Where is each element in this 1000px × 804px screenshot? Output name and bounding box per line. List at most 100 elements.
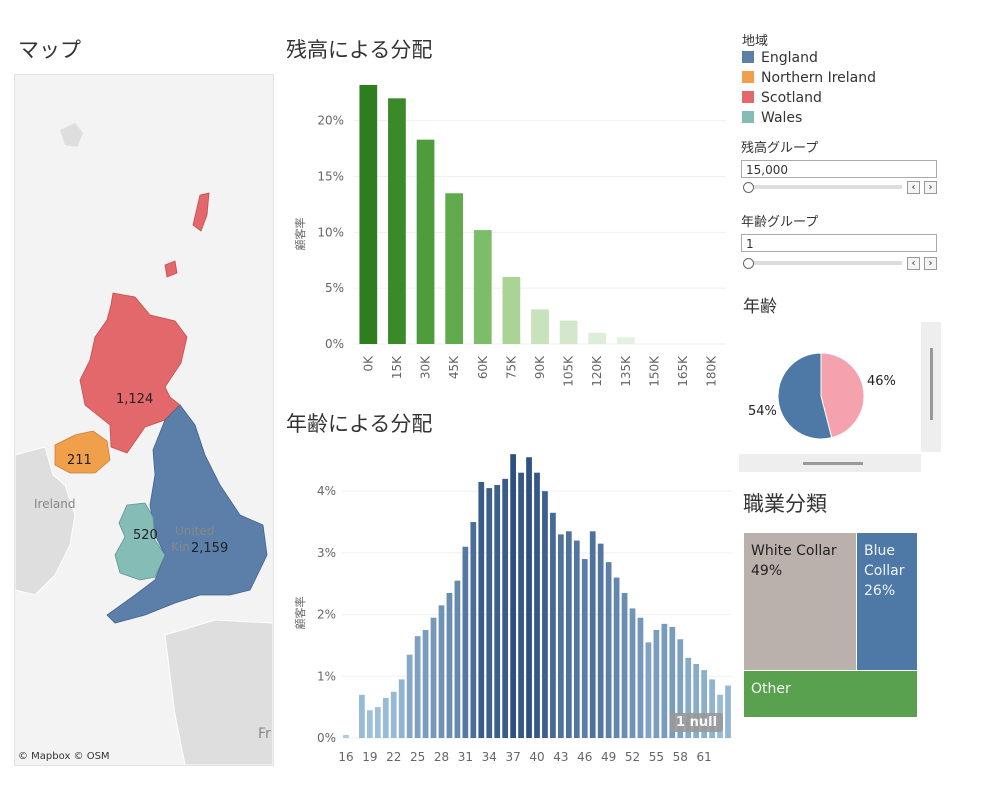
bar-age-54[interactable] (645, 642, 652, 738)
pie-vertical-scrollbar[interactable] (921, 322, 941, 452)
bar-age-24[interactable] (406, 654, 413, 738)
pie-slice-1[interactable] (777, 352, 833, 440)
bar-age-25[interactable] (414, 636, 421, 738)
age-pie-chart[interactable] (739, 322, 921, 452)
region-wales[interactable] (114, 502, 166, 581)
legend-item-england[interactable]: England (742, 50, 818, 68)
bar-age-51[interactable] (621, 593, 628, 738)
bar-age-57[interactable] (669, 626, 676, 738)
bar-age-26[interactable] (422, 630, 429, 738)
x-tick-label: 135K (619, 355, 633, 386)
bar-age-61[interactable] (701, 670, 708, 738)
y-tick-label: 0% (325, 337, 344, 351)
bar-age-27[interactable] (430, 617, 437, 738)
faroe-basemap (60, 123, 83, 147)
bar-age-50[interactable] (613, 577, 620, 738)
bar-age-35[interactable] (494, 485, 501, 738)
bar-60K[interactable] (473, 230, 492, 344)
bar-age-20[interactable] (374, 707, 381, 738)
bar-105K[interactable] (559, 320, 578, 344)
legend-item-northern-ireland[interactable]: Northern Ireland (742, 70, 876, 88)
bar-age-42[interactable] (550, 512, 556, 738)
x-tick-label: 105K (562, 355, 576, 386)
balance-group-slider[interactable] (744, 185, 902, 189)
bar-15K[interactable] (388, 98, 406, 344)
bar-age-44[interactable] (565, 531, 572, 738)
treemap-cell-blue-collar[interactable]: Blue Collar 26% (857, 533, 917, 670)
balance-group-slider-handle[interactable] (743, 182, 754, 193)
bar-135K[interactable] (616, 337, 635, 344)
age-distribution-chart[interactable]: 0% 1% 2% 3% 4% 顧客率 16 19 22 25 28 31 34 37 40 43 46 49 52 5… (282, 440, 734, 770)
bar-age-29[interactable] (446, 593, 453, 738)
bar-age-47[interactable] (589, 531, 596, 738)
bar-age-40[interactable] (534, 472, 540, 738)
bar-age-41[interactable] (542, 491, 548, 738)
age-group-input[interactable]: 1 (741, 234, 937, 252)
pie-slice-0[interactable] (820, 352, 865, 439)
bar-0K[interactable] (359, 84, 378, 344)
scrollbar-thumb[interactable] (930, 348, 933, 420)
treemap-cell-other[interactable]: Other (744, 671, 917, 717)
bar-age-21[interactable] (382, 697, 389, 738)
bar-age-64[interactable] (725, 685, 731, 738)
legend-item-scotland[interactable]: Scotland (742, 90, 822, 108)
bar-75K[interactable] (502, 277, 521, 344)
bar-age-22[interactable] (390, 691, 397, 738)
pie-horizontal-scrollbar[interactable] (739, 454, 921, 472)
bar-age-36[interactable] (502, 478, 509, 738)
x-tick-label: 37 (505, 750, 520, 764)
age-group-prev-button[interactable]: ‹ (907, 257, 920, 270)
bar-age-49[interactable] (605, 562, 612, 738)
bar-age-30[interactable] (454, 580, 461, 738)
region-scotland[interactable] (79, 292, 188, 454)
map-canvas[interactable] (15, 75, 273, 765)
basemap-label-france: Fr (258, 726, 271, 742)
age-group-slider[interactable] (744, 261, 902, 265)
map-attribution[interactable]: © Mapbox © OSM (18, 751, 110, 762)
bar-age-37[interactable] (510, 454, 516, 738)
bar-age-34[interactable] (486, 488, 493, 738)
bar-age-28[interactable] (438, 605, 445, 738)
bar-age-31[interactable] (462, 546, 469, 738)
treemap-cell-white-collar[interactable]: White Collar 49% (744, 533, 856, 670)
bar-age-16[interactable] (343, 734, 349, 738)
region-map[interactable]: 1,124 211 520 United Kin 2,159 Ireland F… (14, 74, 274, 766)
bar-age-43[interactable] (558, 534, 564, 738)
bar-age-53[interactable] (637, 617, 644, 738)
scrollbar-thumb[interactable] (803, 462, 863, 465)
bar-age-23[interactable] (398, 679, 405, 738)
age-group-next-button[interactable]: › (924, 257, 937, 270)
balance-group-prev-button[interactable]: ‹ (907, 181, 920, 194)
legend-item-wales[interactable]: Wales (742, 110, 802, 128)
legend-label: Northern Ireland (761, 70, 877, 86)
region-northern-ireland[interactable] (54, 430, 111, 474)
balance-distribution-chart[interactable]: 0% 5% 10% 15% 20% 顧客率 0K 15K 30K 45K 60K 75K 90K 105K… (282, 66, 732, 386)
age-pie-pane[interactable]: 46% 54% (739, 322, 921, 472)
bar-age-32[interactable] (470, 522, 477, 738)
bar-age-62[interactable] (709, 679, 715, 738)
bar-age-46[interactable] (581, 559, 588, 738)
bar-90K[interactable] (531, 309, 549, 344)
bar-30K[interactable] (416, 139, 435, 344)
treemap-cell-pct: 49% (751, 563, 783, 579)
y-axis-title: 顧客率 (293, 597, 307, 630)
bar-age-39[interactable] (526, 457, 532, 738)
bar-age-55[interactable] (653, 630, 660, 738)
bar-age-58[interactable] (677, 639, 684, 738)
age-group-slider-handle[interactable] (743, 258, 754, 269)
null-indicator[interactable]: 1 null (670, 713, 723, 732)
bar-age-45[interactable] (573, 540, 580, 738)
bar-age-48[interactable] (597, 543, 604, 738)
bar-age-19[interactable] (366, 710, 373, 738)
bar-age-38[interactable] (518, 472, 524, 738)
balance-group-next-button[interactable]: › (924, 181, 937, 194)
bar-age-59[interactable] (685, 657, 692, 738)
bar-age-56[interactable] (661, 623, 668, 738)
bar-45K[interactable] (445, 193, 464, 344)
balance-group-input[interactable]: 15,000 (741, 160, 937, 178)
bar-age-60[interactable] (693, 663, 700, 738)
bar-age-52[interactable] (629, 608, 636, 738)
bar-age-18[interactable] (359, 694, 365, 738)
bar-age-33[interactable] (478, 481, 485, 738)
bar-120K[interactable] (588, 332, 607, 344)
